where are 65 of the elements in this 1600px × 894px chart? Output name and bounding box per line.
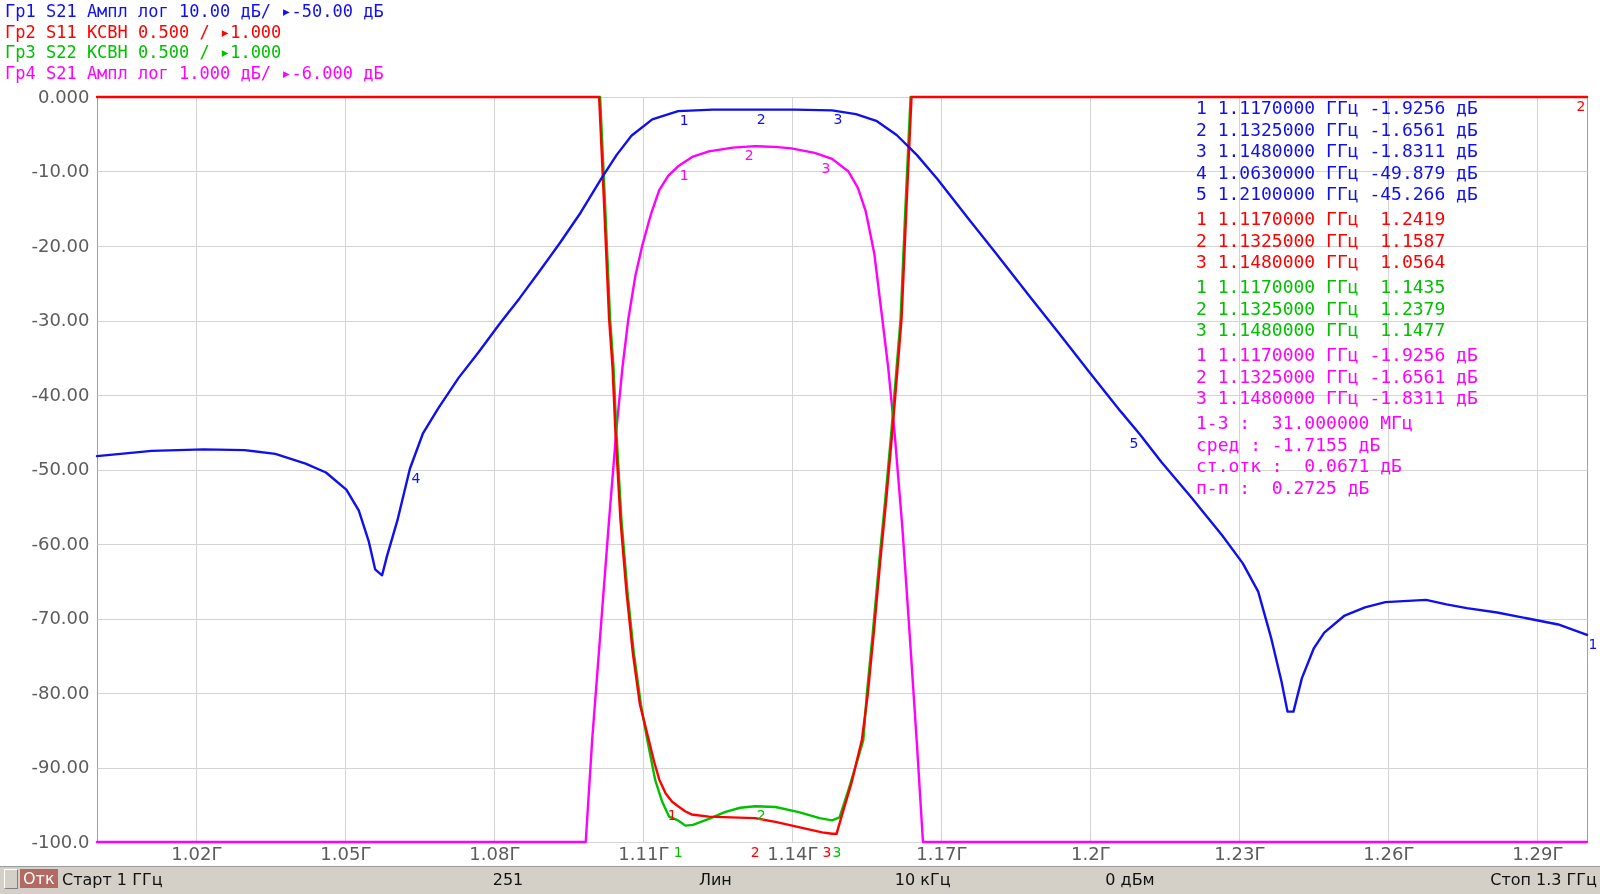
annotation: 1 1.1170000 ГГц 1.1435: [1196, 276, 1446, 297]
annotation: 1 1.1170000 ГГц -1.9256 дБ: [1196, 97, 1478, 118]
annotation: 1: [679, 167, 689, 184]
annotation: 5: [1129, 435, 1139, 452]
y-tick-label: -20.00: [31, 234, 90, 256]
annotation: 3 1.1480000 ГГц -1.8311 дБ: [1196, 140, 1478, 161]
annotation: 4: [411, 469, 421, 486]
x-tick-label: 1.2Г: [1071, 842, 1111, 864]
x-tick-label: 1.02Г: [171, 842, 223, 864]
text: 0 дБм: [1105, 870, 1155, 889]
annotation: 3 1.1480000 ГГц 1.0564: [1196, 251, 1446, 272]
y-tick-label: -10.00: [31, 160, 90, 181]
annotation: 2 1.1325000 ГГц -1.6561 дБ: [1196, 118, 1478, 140]
x-tick-label: 1.26Г: [1363, 842, 1415, 864]
x-tick-label: 1.05Г: [320, 842, 372, 864]
text: Стоп 1.3 ГГц: [1490, 870, 1597, 889]
y-tick-label: -90.00: [31, 756, 90, 777]
y-tick-label: -50.00: [31, 458, 90, 479]
y-tick-label: 0.000: [37, 85, 90, 107]
x-tick-label: 1.29Г: [1512, 842, 1564, 864]
annotation: сред : -1.7155 дБ: [1196, 433, 1381, 455]
annotation: 1: [673, 844, 683, 860]
y-tick-label: -100.0: [31, 830, 90, 852]
annotation: 1-3 : 31.000000 МГц: [1196, 412, 1413, 433]
y-tick-label: -80.00: [31, 681, 90, 703]
annotation: 2: [1576, 98, 1586, 114]
text: Лин: [698, 870, 732, 889]
y-tick-label: -60.00: [31, 532, 90, 554]
annotation: 2: [750, 844, 760, 860]
y-tick-label: -30.00: [31, 309, 90, 330]
annotation: 2 1.1325000 ГГц 1.2379: [1196, 297, 1446, 319]
annotation: 1 1.1170000 ГГц 1.2419: [1196, 208, 1446, 229]
y-tick-label: -40.00: [31, 383, 90, 405]
annotation: 3: [833, 111, 843, 128]
annotation: 4 1.0630000 ГГц -49.879 дБ: [1196, 161, 1478, 183]
annotation: 2 1.1325000 ГГц -1.6561 дБ: [1196, 365, 1478, 387]
annotation: 3: [821, 159, 831, 176]
text: 10 кГц: [894, 870, 951, 889]
text: 251: [492, 870, 524, 889]
text: Гр2 S11 КСВН 0.500 / ▸1.000: [5, 21, 282, 42]
text: Отк: [20, 869, 58, 888]
x-tick-label: 1.11Г: [618, 842, 670, 864]
x-tick-label: 1.17Г: [916, 842, 968, 864]
annotation: 2 1.1325000 ГГц 1.1587: [1196, 229, 1446, 251]
annotation: 3 1.1480000 ГГц -1.8311 дБ: [1196, 387, 1478, 408]
annotation: 2: [756, 110, 766, 127]
annotation: 1: [679, 112, 689, 129]
annotation: ст.отк : 0.0671 дБ: [1196, 455, 1402, 476]
text: Старт 1 ГГц: [62, 870, 163, 889]
annotation: 5 1.2100000 ГГц -45.266 дБ: [1196, 183, 1478, 204]
text: Гр4 S21 Ампл лог 1.000 дБ/ ▸-6.000 дБ: [5, 62, 384, 83]
annotation: 1 1.1170000 ГГц -1.9256 дБ: [1196, 344, 1478, 365]
annotation: 3 1.1480000 ГГц 1.1477: [1196, 319, 1446, 340]
line-series: [598, 95, 912, 827]
text: Гр3 S22 КСВН 0.500 / ▸1.000: [5, 42, 282, 62]
annotation: п-п : 0.2725 дБ: [1196, 476, 1370, 498]
x-tick-label: 1.08Г: [469, 842, 521, 864]
annotation: 1: [1588, 635, 1598, 652]
annotation: 2: [744, 147, 754, 164]
x-tick-label: 1.23Г: [1214, 842, 1266, 864]
annotation: 3: [822, 844, 832, 860]
x-tick-label: 1.14Г: [767, 842, 819, 864]
y-tick-label: -70.00: [31, 607, 90, 628]
text: Гр1 S21 Ампл лог 10.00 дБ/ ▸-50.00 дБ: [5, 1, 384, 21]
annotation: 3: [832, 844, 842, 860]
